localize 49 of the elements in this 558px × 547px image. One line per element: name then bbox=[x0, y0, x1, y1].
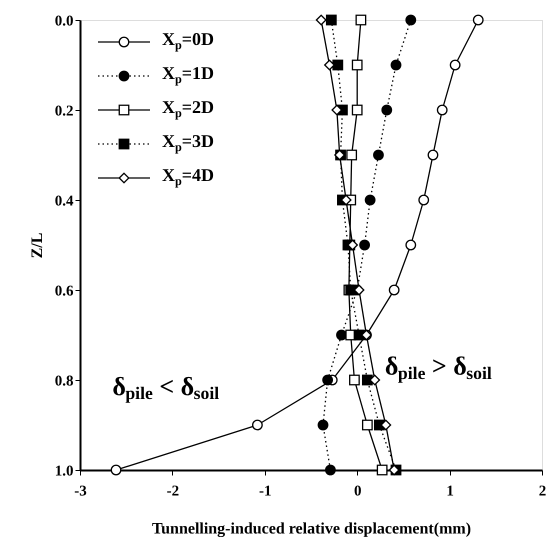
point bbox=[388, 284, 400, 296]
point bbox=[316, 14, 327, 26]
y-tick-label: 0.2 bbox=[54, 104, 74, 120]
point bbox=[364, 194, 376, 206]
point bbox=[324, 60, 335, 70]
x-tick-label: -1 bbox=[259, 484, 272, 500]
point bbox=[252, 420, 263, 430]
y-tick-label: 0.4 bbox=[54, 194, 74, 210]
point bbox=[373, 150, 384, 160]
point bbox=[436, 104, 448, 116]
point bbox=[331, 104, 342, 116]
y-axis-title: Z/L bbox=[28, 232, 46, 258]
point bbox=[428, 150, 438, 160]
point bbox=[346, 150, 358, 160]
point bbox=[359, 240, 370, 250]
point bbox=[362, 374, 373, 386]
point bbox=[326, 14, 337, 26]
point bbox=[376, 464, 388, 476]
y-tick-label: 0.6 bbox=[54, 284, 74, 300]
point bbox=[110, 464, 122, 476]
point bbox=[332, 60, 344, 70]
point bbox=[322, 374, 334, 386]
point bbox=[362, 420, 373, 430]
point bbox=[340, 194, 352, 206]
point bbox=[369, 374, 380, 386]
x-tick-label: 0 bbox=[354, 484, 362, 500]
point bbox=[347, 240, 358, 250]
x-tick-label: 2 bbox=[538, 484, 546, 500]
point bbox=[349, 374, 360, 386]
point bbox=[336, 330, 347, 340]
point bbox=[352, 60, 363, 70]
x-tick-label: -2 bbox=[166, 484, 180, 500]
point bbox=[318, 420, 328, 430]
point bbox=[418, 194, 430, 206]
point bbox=[352, 104, 363, 116]
point bbox=[405, 240, 416, 250]
point bbox=[405, 14, 416, 26]
point bbox=[472, 14, 484, 26]
y-tick-label: 1.0 bbox=[54, 464, 74, 480]
point bbox=[390, 60, 402, 70]
x-tick-label: 1 bbox=[446, 484, 454, 500]
y-tick-label: 0.0 bbox=[54, 14, 74, 30]
x-axis-title: Tunnelling-induced relative displacement(mm) bbox=[152, 520, 472, 538]
point bbox=[450, 60, 461, 70]
point bbox=[325, 464, 336, 476]
point bbox=[381, 104, 392, 116]
point bbox=[356, 14, 366, 26]
y-tick-label: 0.8 bbox=[54, 374, 74, 390]
x-tick-label: -3 bbox=[74, 484, 87, 500]
